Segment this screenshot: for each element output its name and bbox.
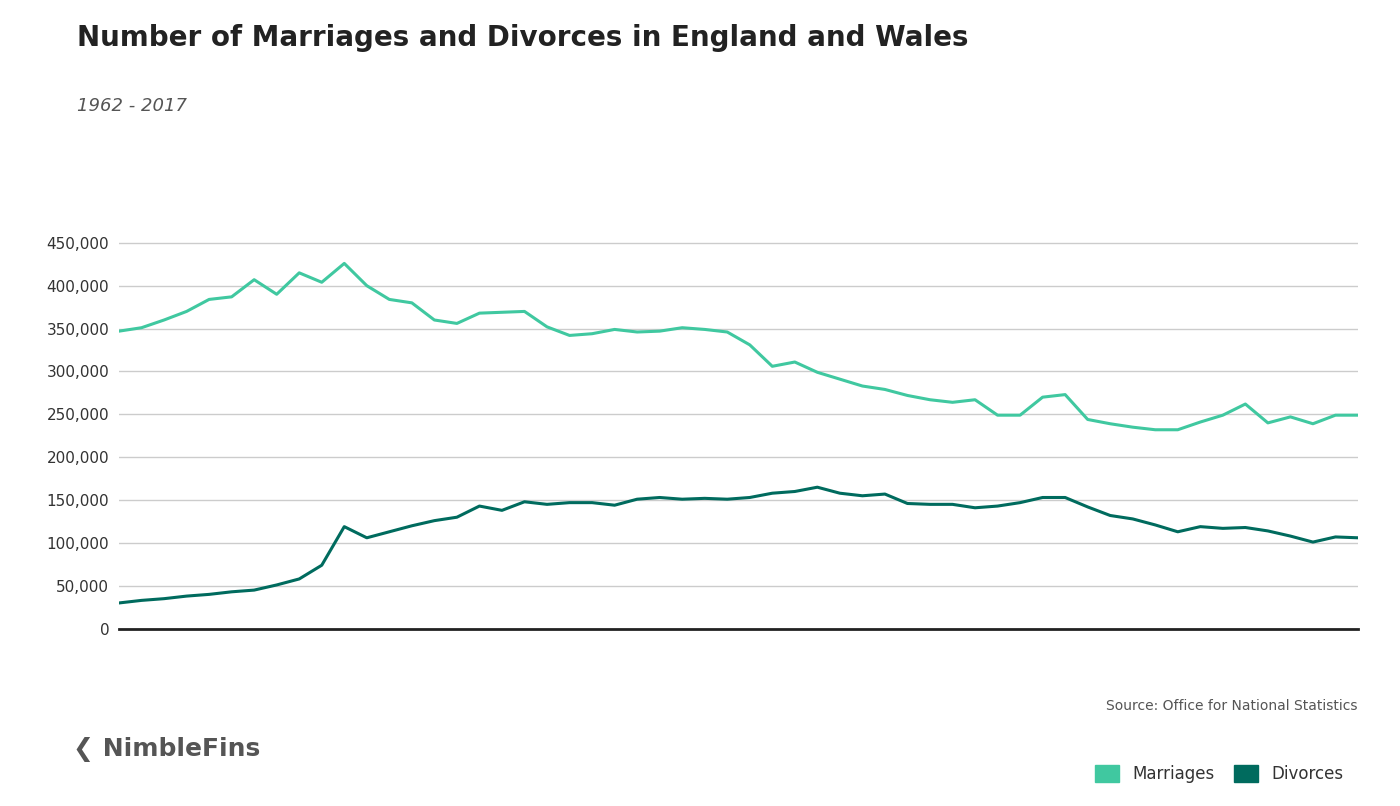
Text: 1962 - 2017: 1962 - 2017 — [77, 97, 188, 114]
Legend: Marriages, Divorces: Marriages, Divorces — [1089, 758, 1350, 790]
Text: Source: Office for National Statistics: Source: Office for National Statistics — [1106, 700, 1358, 713]
Text: ❮ NimbleFins: ❮ NimbleFins — [73, 737, 260, 762]
Text: Number of Marriages and Divorces in England and Wales: Number of Marriages and Divorces in Engl… — [77, 24, 969, 52]
